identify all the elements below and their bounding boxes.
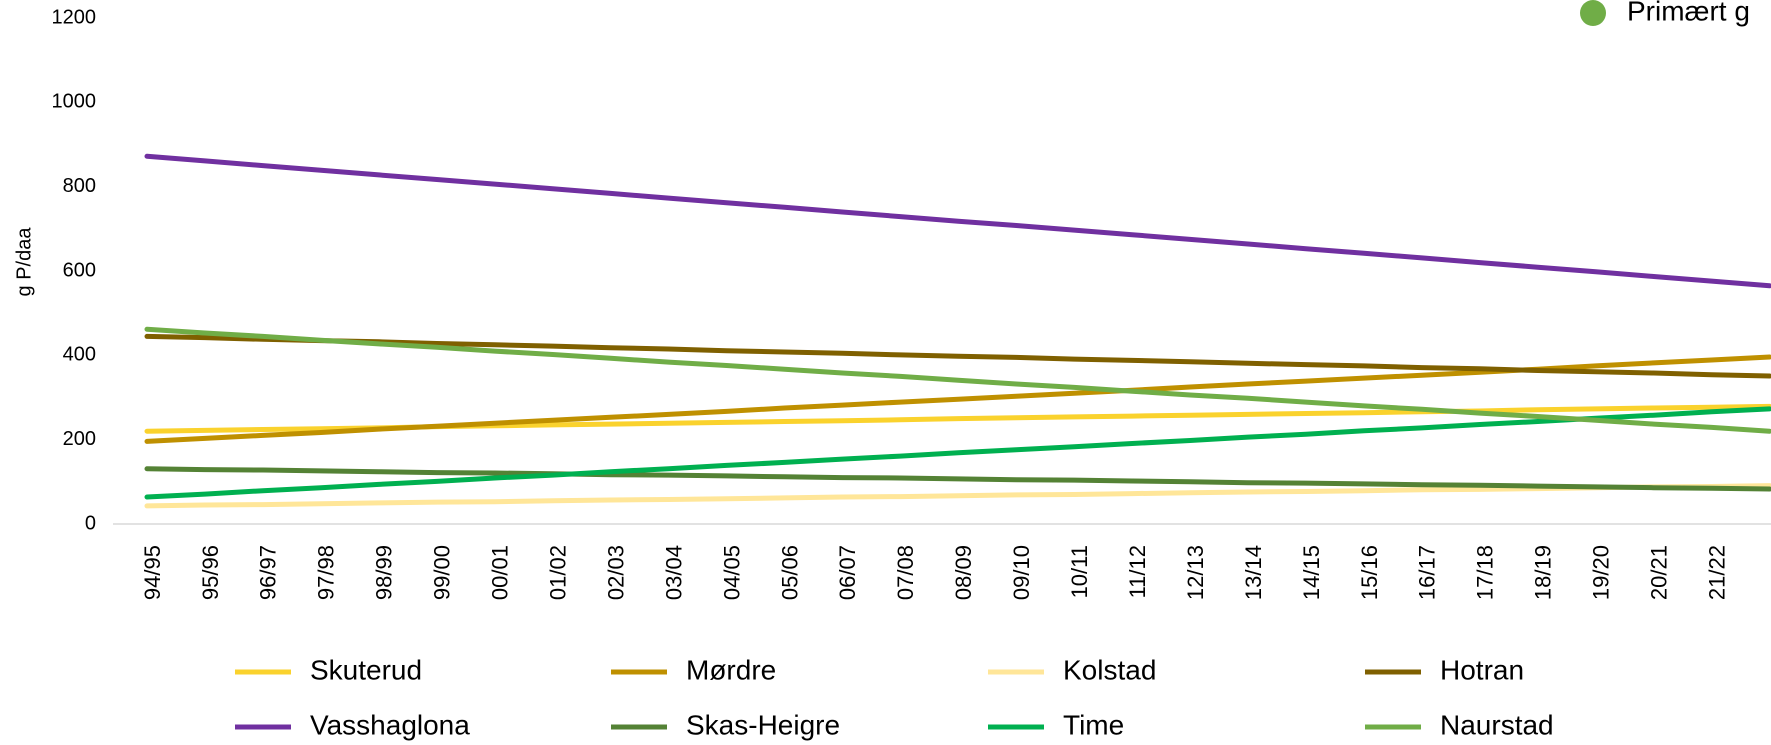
x-tick-label: 05/06 [777,545,802,600]
legend-label: Hotran [1440,654,1524,685]
x-tick-label: 21/22 [1704,545,1729,600]
x-tick-label: 16/17 [1415,545,1440,600]
y-tick-label: 200 [63,428,96,450]
legend-label: Primært g [1627,0,1750,26]
x-tick-label: 19/20 [1589,545,1614,600]
x-tick-label: 11/12 [1125,545,1150,598]
legend-label: Time [1063,709,1124,740]
y-tick-label: 400 [63,344,96,366]
legend-label: Kolstad [1063,654,1156,685]
y-tick-label: 1000 [52,91,97,113]
x-tick-label: 06/07 [835,545,860,600]
x-tick-label: 20/21 [1647,545,1672,600]
x-tick-label: 94/95 [140,545,165,600]
x-tick-label: 08/09 [951,545,976,600]
x-tick-label: 01/02 [545,545,570,600]
x-tick-label: 15/16 [1357,545,1382,600]
legend-marker [1580,0,1606,26]
x-tick-label: 17/18 [1473,545,1498,600]
series-line [144,153,1771,289]
x-tick-label: 18/19 [1531,545,1556,600]
legend-label: Naurstad [1440,709,1554,740]
x-tick-label: 12/13 [1183,545,1208,600]
x-tick-label: 97/98 [314,545,339,600]
x-tick-label: 00/01 [488,545,513,600]
x-tick-label: 02/03 [603,545,628,600]
legend-label: Skuterud [310,654,422,685]
y-tick-label: 600 [63,259,96,281]
y-tick-label: 800 [63,175,96,197]
x-tick-label: 09/10 [1009,545,1034,600]
y-axis-label: g P/daa [13,227,35,297]
series-line [144,406,1771,500]
x-tick-label: 13/14 [1241,545,1266,600]
legend-label: Vasshaglona [310,709,470,740]
x-tick-label: 14/15 [1299,545,1324,600]
y-tick-label: 0 [85,512,96,534]
x-tick-label: 03/04 [661,545,686,600]
series-line [144,466,1771,492]
x-tick-label: 04/05 [719,545,744,600]
x-tick-label: 96/97 [256,545,281,600]
x-tick-label: 98/99 [372,545,397,600]
series-line [144,333,1771,379]
series-line [144,483,1771,509]
x-tick-label: 10/11 [1067,545,1092,598]
y-tick-label: 1200 [52,6,97,28]
series-line [144,326,1771,434]
x-tick-label: 07/08 [893,545,918,600]
x-tick-label: 95/96 [198,545,223,600]
legend-label: Skas-Heigre [686,709,840,740]
x-tick-label: 99/00 [430,545,455,600]
legend-label: Mørdre [686,654,776,685]
